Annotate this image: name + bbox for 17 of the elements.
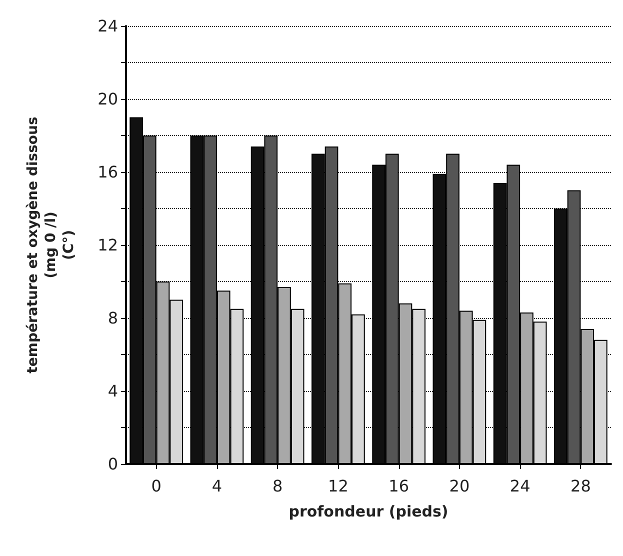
y-tick-label: 4 (108, 382, 118, 400)
y-tick-label: 16 (98, 162, 118, 182)
x-tick-label: 20 (449, 476, 470, 496)
x-axis-title: profondeur (pieds) (288, 502, 448, 520)
y-tick-label: 24 (98, 16, 118, 36)
x-tick-label: 0 (151, 476, 162, 496)
y-tick-label: 8 (108, 308, 118, 328)
y-axis-title: température et oxygène dissous (mg 0 /l) (C°) (25, 116, 77, 374)
y-tick-label: 12 (98, 236, 118, 254)
x-tick-label: 12 (328, 476, 348, 496)
x-tick-label: 28 (570, 476, 591, 496)
x-tick-label: 16 (388, 476, 409, 496)
x-tick-label: 24 (510, 476, 530, 496)
x-tick-label: 8 (272, 476, 283, 496)
y-tick-label: 0 (108, 454, 118, 474)
x-tick-label: 4 (212, 476, 222, 496)
y-tick-label: 20 (98, 90, 118, 108)
